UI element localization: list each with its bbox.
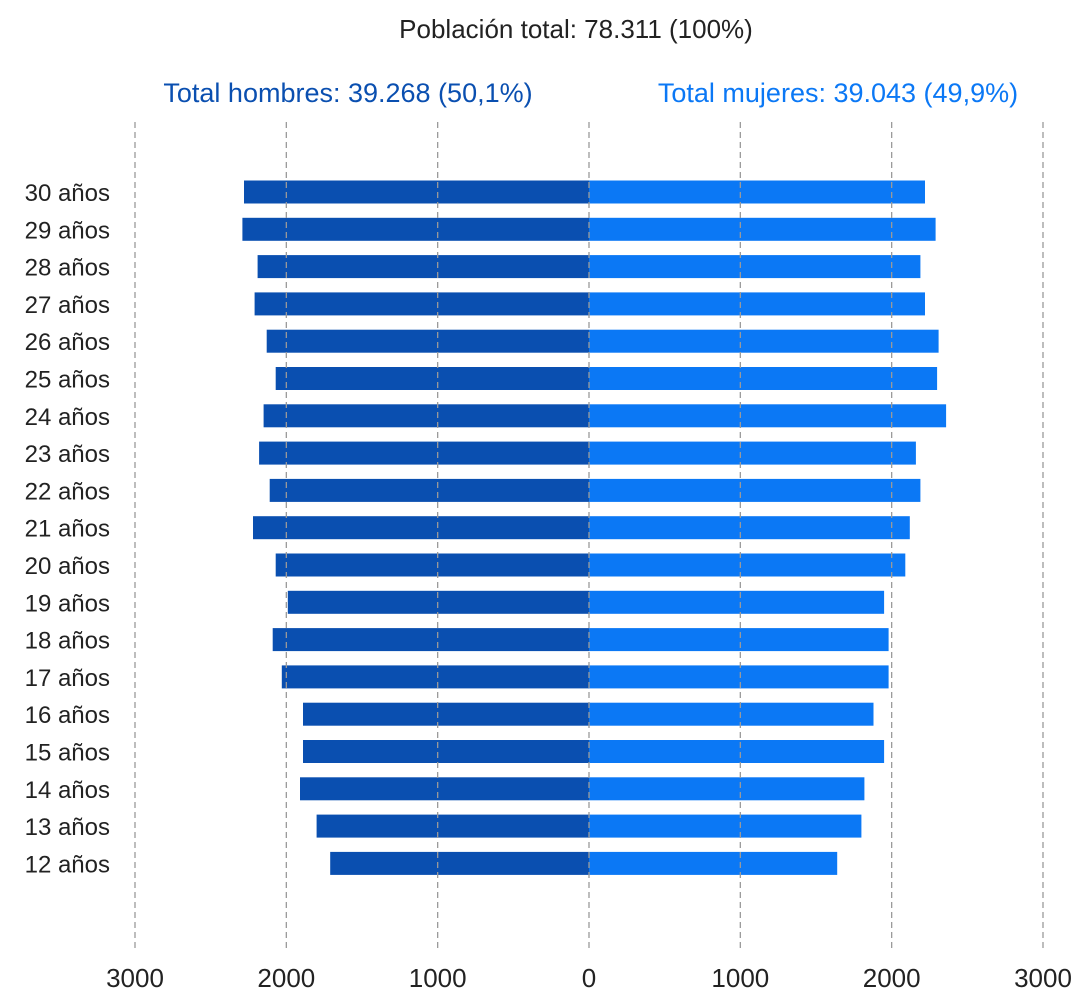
x-tick-labels: 3000 2000 1000 0 1000 2000 3000 [106,963,1072,992]
bar-women-5 [589,367,938,390]
bar-men-2 [257,255,589,279]
category-label: 13 años [25,814,110,841]
category-label: 28 años [25,255,110,282]
bar-men-10 [275,553,589,577]
category-label: 20 años [25,553,110,580]
x-tick-label: 2000 [257,963,315,992]
x-tick-label: 1000 [711,963,769,992]
bar-men-11 [287,590,589,614]
bar-women-4 [589,329,939,353]
bar-men-3 [254,292,589,316]
bar-men-15 [303,740,589,763]
bar-men-14 [303,702,589,726]
bar-men-4 [266,329,589,353]
bar-women-2 [589,255,921,279]
category-label: 12 años [25,851,110,878]
bar-women-13 [589,665,889,689]
bar-women-14 [589,702,874,726]
bar-men-7 [259,441,589,465]
bar-men-13 [281,665,589,689]
bar-men-1 [242,217,589,241]
bar-women-16 [589,777,865,801]
left-header: Total hombres: 39.268 (50,1%) [163,78,532,108]
bar-men-16 [300,777,589,801]
bar-men-12 [272,628,589,652]
category-label: 18 años [25,628,110,655]
category-label: 19 años [25,590,110,617]
bar-men-5 [275,367,589,390]
category-label: 23 años [25,441,110,468]
bar-women-11 [589,590,885,614]
bar-women-12 [589,628,889,652]
bar-men-0 [244,180,589,204]
x-tick-label: 2000 [863,963,921,992]
x-tick-label: 1000 [409,963,467,992]
bar-men-17 [316,814,589,838]
bar-women-10 [589,553,906,577]
category-label: 16 años [25,702,110,729]
category-label: 30 años [25,180,110,207]
bar-men-9 [253,516,589,540]
bars [134,122,1044,948]
bar-men-8 [269,478,589,502]
bar-men-18 [330,851,589,875]
category-label: 25 años [25,367,110,394]
bar-women-17 [589,814,862,838]
category-label: 27 años [25,292,110,319]
bar-women-9 [589,516,910,540]
category-label: 21 años [25,516,110,543]
bar-women-7 [589,441,916,465]
category-label: 17 años [25,665,110,692]
bar-women-6 [589,404,947,428]
bar-men-6 [263,404,589,428]
bar-women-3 [589,292,925,316]
category-label: 15 años [25,740,110,767]
bar-women-15 [589,740,885,763]
category-label: 22 años [25,478,110,505]
bar-women-0 [589,180,925,204]
category-label: 24 años [25,404,110,431]
category-label: 29 años [25,217,110,244]
category-label: 26 años [25,329,110,356]
bar-women-8 [589,478,921,502]
bar-women-1 [589,217,936,241]
category-labels: 30 años 29 años 28 años 27 años 26 años 25 añ… [25,180,110,878]
bar-women-18 [589,851,838,875]
category-label: 14 años [25,777,110,804]
x-tick-label: 0 [582,963,596,992]
right-header: Total mujeres: 39.043 (49,9%) [658,78,1018,108]
x-tick-label: 3000 [1014,963,1072,992]
chart-title: Población total: 78.311 (100%) [399,14,753,44]
x-tick-label: 3000 [106,963,164,992]
